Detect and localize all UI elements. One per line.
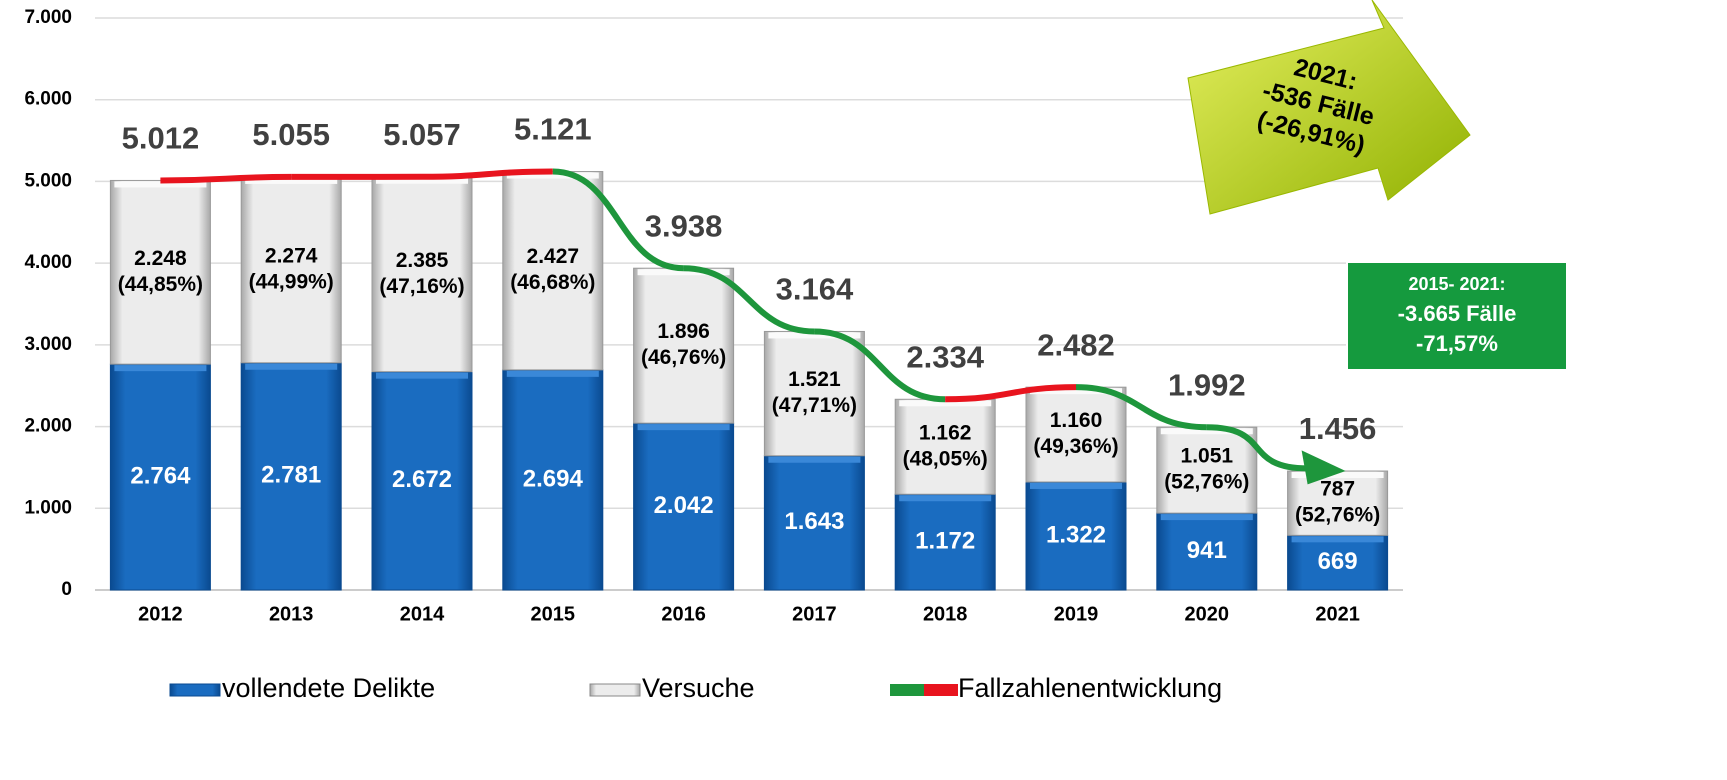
x-tick-label: 2013 (269, 603, 314, 625)
line-label: 1.456 (1299, 411, 1377, 446)
line-label: 3.938 (645, 208, 723, 243)
data-label: 1.051 (1181, 445, 1234, 468)
data-label: 669 (1318, 548, 1358, 575)
legend-swatch (170, 684, 220, 696)
line-label: 5.055 (252, 117, 330, 152)
bar-bevel (1292, 536, 1384, 542)
x-tick-label: 2020 (1185, 603, 1230, 625)
data-label: 2.694 (523, 465, 584, 492)
legend: vollendete Delikte Versuche Fallzahlenentw… (170, 673, 1222, 703)
x-tick-label: 2016 (661, 603, 706, 625)
data-label: 2.427 (527, 245, 580, 268)
data-label: 2.672 (392, 466, 452, 493)
annotation-text: -3.665 Fälle (1398, 301, 1517, 326)
x-tick-label: 2014 (400, 603, 445, 625)
y-tick-label: 5.000 (24, 170, 72, 191)
legend-label: Fallzahlenentwicklung (958, 673, 1222, 703)
bar-bevel (376, 373, 468, 379)
data-label: (46,68%) (510, 271, 595, 294)
line-label: 5.057 (383, 117, 461, 152)
line-label: 5.012 (122, 121, 200, 156)
bar-bevel (1161, 514, 1253, 520)
annotation-text: 2015- 2021: (1408, 274, 1505, 294)
bar-bevel (768, 457, 860, 463)
y-tick-label: 2.000 (24, 416, 72, 437)
y-tick-label: 0 (61, 579, 72, 600)
bar-bevel (899, 495, 991, 501)
data-label: 2.385 (396, 249, 449, 272)
data-label: 1.162 (919, 421, 972, 444)
y-tick-label: 7.000 (24, 7, 72, 28)
x-tick-label: 2012 (138, 603, 183, 625)
data-label: (46,76%) (641, 346, 726, 369)
bar-bevel (507, 371, 599, 377)
data-label: (47,16%) (379, 275, 464, 298)
line-label: 2.482 (1037, 327, 1115, 362)
x-tick-label: 2021 (1315, 603, 1360, 625)
data-label: (44,99%) (249, 270, 334, 293)
data-label: 941 (1187, 537, 1227, 564)
data-label: (52,76%) (1164, 471, 1249, 494)
data-label: 2.764 (130, 462, 191, 489)
x-tick-label: 2015 (531, 603, 576, 625)
data-label: 2.274 (265, 244, 318, 267)
data-label: 1.643 (784, 508, 844, 535)
annotation-text: -71,57% (1416, 331, 1498, 356)
line-label: 3.164 (776, 272, 854, 307)
x-tick-label: 2017 (792, 603, 837, 625)
data-label: 1.521 (788, 368, 841, 391)
line-segment (160, 177, 291, 181)
x-tick-label: 2018 (923, 603, 968, 625)
bar-bevel (114, 365, 206, 371)
annotation-box: 2015- 2021: -3.665 Fälle -71,57% (1347, 262, 1567, 370)
data-label: 1.896 (657, 320, 710, 343)
bar-bevel (638, 424, 730, 430)
bar-bevel (1030, 483, 1122, 489)
line-label: 1.992 (1168, 367, 1246, 402)
y-tick-label: 1.000 (24, 497, 72, 518)
data-label: (49,36%) (1033, 435, 1118, 458)
legend-label: vollendete Delikte (222, 673, 435, 703)
data-label: 2.781 (261, 462, 321, 489)
y-tick-label: 4.000 (24, 252, 72, 273)
data-label: 2.248 (134, 247, 187, 270)
legend-swatch (924, 684, 958, 696)
data-label: 1.172 (915, 527, 975, 554)
data-label: (52,76%) (1295, 504, 1380, 527)
data-label: (48,05%) (903, 447, 988, 470)
legend-swatch (890, 684, 924, 696)
legend-swatch (590, 684, 640, 696)
bar-bevel (245, 364, 337, 370)
data-label: 2.042 (654, 492, 714, 519)
data-label: (44,85%) (118, 273, 203, 296)
y-tick-label: 3.000 (24, 334, 72, 355)
legend-label: Versuche (642, 673, 755, 703)
data-label: (47,71%) (772, 394, 857, 417)
annotation-arrow: 2021:-536 Fälle(-26,91%) (1188, 0, 1470, 214)
data-label: 1.160 (1050, 409, 1103, 432)
data-label: 787 (1320, 478, 1355, 501)
line-label: 5.121 (514, 112, 592, 147)
line-label: 2.334 (906, 339, 984, 374)
data-label: 1.322 (1046, 521, 1106, 548)
y-tick-label: 6.000 (24, 89, 72, 110)
x-tick-label: 2019 (1054, 603, 1099, 625)
